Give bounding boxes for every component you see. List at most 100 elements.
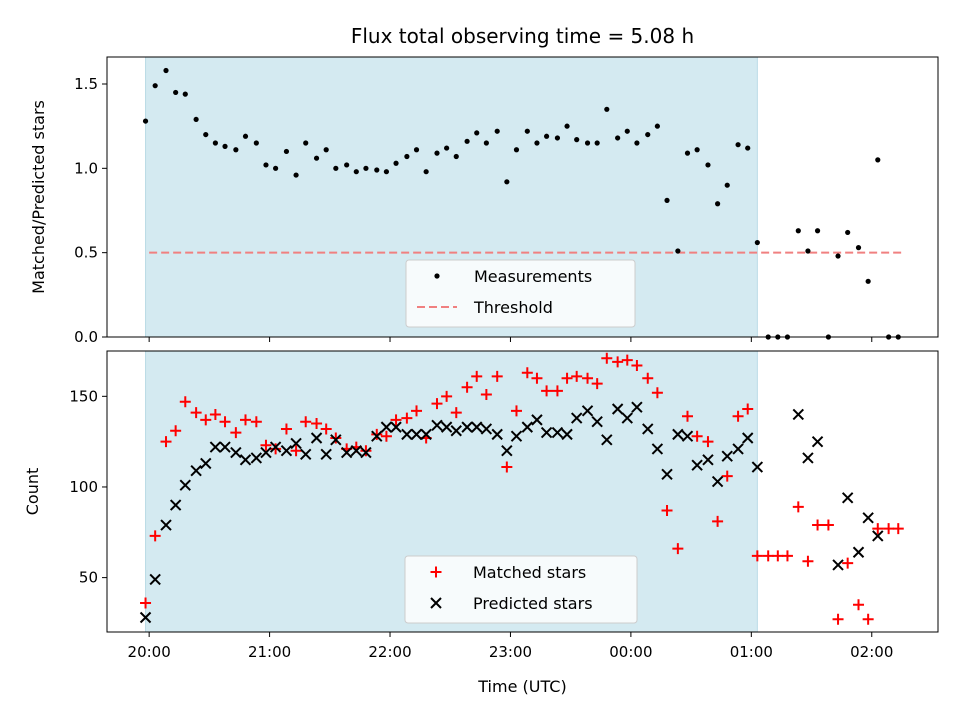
predicted-star-point	[431, 419, 443, 432]
matched-star-point	[170, 425, 182, 437]
predicted-star-point	[721, 450, 733, 462]
measurement-point	[444, 145, 450, 151]
matched-star-point	[551, 385, 563, 397]
predicted-star-point	[681, 430, 694, 442]
matched-star-point	[311, 418, 323, 430]
y-tick-label: 0.0	[74, 328, 98, 346]
predicted-star-point	[260, 446, 272, 459]
matched-star-point	[661, 505, 673, 517]
matched-star-point	[853, 599, 865, 611]
measurement-point	[705, 162, 711, 168]
matched-star-point	[742, 403, 754, 415]
measurement-point	[353, 169, 359, 175]
predicted-star-point	[521, 421, 534, 433]
measurement-point	[805, 248, 811, 254]
measurement-point	[543, 133, 550, 139]
measurement-point	[634, 140, 640, 146]
matched-star-point	[812, 519, 824, 531]
count-points	[139, 352, 904, 625]
measurement-point	[434, 150, 440, 156]
matched-star-point	[621, 354, 633, 366]
count-y-ticks: 50 100 150	[69, 387, 107, 587]
matched-star-point	[491, 370, 503, 382]
predicted-star-point	[310, 432, 323, 444]
matched-star-point	[672, 543, 684, 555]
predicted-star-point	[551, 426, 564, 439]
matched-star-point	[883, 523, 895, 535]
ratio-panel: 0.0 0.5 1.0 1.5 Flux total observing time =…	[29, 24, 939, 346]
matched-star-point	[140, 597, 152, 609]
measurement-point	[363, 165, 369, 171]
count-panel: 50 100 150 20:00 21:00 22:00 23:00 00:00 01:00 0…	[23, 350, 939, 696]
ratio-legend-box	[405, 259, 636, 328]
predicted-star-point	[380, 421, 393, 433]
measurement-point	[594, 140, 600, 146]
measurement-point	[333, 165, 339, 171]
measurement-point	[735, 142, 741, 148]
measurement-point	[323, 147, 329, 153]
measurement-point	[483, 140, 489, 146]
measurement-point	[344, 162, 350, 168]
measurement-point	[814, 228, 821, 234]
predicted-star-point	[621, 412, 633, 424]
predicted-star-point	[139, 611, 152, 624]
legend-measurements-marker	[434, 273, 440, 279]
measurement-point	[654, 123, 660, 129]
x-tick-label: 20:00	[128, 643, 171, 661]
measurement-point	[664, 197, 670, 203]
legend-matched-marker	[430, 566, 442, 578]
predicted-star-point	[209, 441, 222, 453]
predicted-star-point	[672, 428, 684, 441]
x-tick-label: 22:00	[368, 643, 411, 661]
matched-star-point	[360, 445, 372, 457]
matched-star-point	[260, 439, 272, 451]
measurement-point	[875, 157, 881, 163]
measurement-point	[474, 130, 480, 136]
count-x-ticks: 20:00 21:00 22:00 23:00 00:00 01:00 02:00	[128, 632, 893, 661]
matched-star-point	[721, 470, 733, 482]
matched-star-point	[480, 389, 492, 401]
measurement-point	[795, 228, 801, 234]
y-tick-label: 0.5	[74, 244, 98, 262]
matched-star-point	[401, 412, 413, 424]
predicted-star-point	[841, 492, 854, 504]
measurement-point	[313, 155, 320, 161]
legend-predicted-marker	[430, 597, 442, 609]
matched-star-point	[300, 416, 312, 428]
predicted-star-point	[531, 414, 543, 426]
predicted-star-point	[802, 452, 814, 464]
measurement-point	[524, 128, 530, 134]
matched-star-point	[149, 530, 161, 542]
measurement-point	[193, 116, 199, 123]
measurement-point	[754, 239, 760, 246]
y-tick-label: 1.5	[74, 75, 98, 93]
measurement-point	[453, 153, 459, 160]
y-tick-label: 50	[79, 569, 98, 587]
measurement-point	[564, 123, 570, 129]
measurement-point	[464, 138, 470, 144]
count-legend: Matched stars Predicted stars	[404, 555, 638, 624]
ratio-y-axis-label: Matched/Predicted stars	[29, 100, 48, 294]
measurement-point	[293, 172, 299, 178]
predicted-star-point	[250, 452, 263, 464]
matched-star-point	[842, 557, 854, 569]
matched-star-point	[431, 398, 443, 410]
measurement-point	[574, 137, 580, 143]
matched-star-point	[240, 414, 251, 426]
y-tick-label: 1.0	[74, 159, 98, 177]
predicted-star-point	[732, 443, 744, 455]
matched-star-point	[510, 405, 522, 417]
matched-star-point	[832, 613, 844, 625]
predicted-star-point	[239, 454, 252, 466]
predicted-star-point	[601, 434, 613, 446]
matched-star-point	[892, 523, 904, 535]
measurement-point	[615, 135, 621, 141]
predicted-star-point	[450, 425, 462, 437]
predicted-star-point	[390, 421, 402, 433]
predicted-star-point	[169, 499, 182, 511]
measurement-point	[534, 140, 540, 146]
matched-star-point	[792, 501, 804, 513]
matched-star-point	[441, 390, 453, 402]
predicted-star-point	[540, 426, 553, 439]
predicted-star-point	[661, 468, 673, 480]
